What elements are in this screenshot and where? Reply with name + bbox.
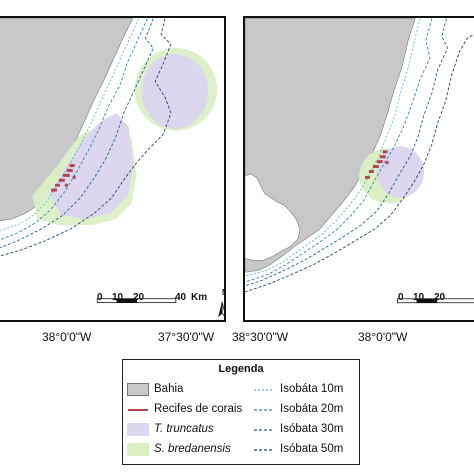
t-truncatus-area-2: [49, 112, 134, 220]
scale-label-10: 10: [413, 292, 425, 303]
map-left-svg: [0, 18, 224, 318]
map-panel-left[interactable]: 0 10 20 40 Km N: [0, 16, 226, 322]
scale-bar-right: [397, 298, 474, 304]
longitude-label-left-1: 38°0'0"W: [42, 330, 92, 344]
land-swatch-icon: [127, 382, 149, 396]
isobath-50m: [245, 33, 474, 293]
isobath-30m: [245, 18, 449, 287]
coral-reefs: [51, 164, 76, 192]
isobath-20m: [0, 18, 148, 241]
legend-item-s-bredanensis: S. bredanensis: [127, 441, 231, 457]
t-truncatus-swatch-icon: [127, 422, 149, 436]
isobath-30m: [0, 18, 154, 249]
t-truncatus-area-1: [141, 54, 209, 129]
legend-label: Isobáta 10m: [280, 383, 344, 395]
scale-bar-left: [96, 298, 177, 304]
legend-item-isobath-30m: Isóbata 30m: [253, 421, 343, 437]
legend-title: Legenda: [218, 363, 264, 375]
legend-item-reefs: Recifes de corais: [127, 401, 242, 417]
map-panel-right[interactable]: 0 10 20: [243, 16, 474, 322]
legend-item-isobath-50m: Isóbata 50m: [253, 441, 343, 457]
legend-label: S. bredanensis: [154, 443, 231, 455]
isobath-50m-line-icon: [253, 443, 275, 456]
s-bredanensis-swatch-icon: [127, 442, 149, 456]
scale-label-20: 20: [434, 292, 446, 303]
scale-label-40: 40: [175, 292, 187, 303]
bay-inlet: [245, 173, 301, 261]
scale-label-0: 0: [97, 292, 103, 303]
longitude-label-mid: 38°30'0"W: [232, 330, 289, 344]
scale-label-0: 0: [398, 292, 404, 303]
north-label: N: [222, 288, 224, 297]
longitude-label-right-1: 38°0'0"W: [358, 330, 408, 344]
legend-item-isobath-10m: Isobáta 10m: [253, 381, 343, 397]
legend-item-bahia: Bahia: [127, 381, 183, 397]
isobath-20m-line-icon: [253, 403, 275, 416]
isobath-10m: [0, 18, 139, 231]
legend-item-t-truncatus: T. truncatus: [127, 421, 214, 437]
scale-label-20: 20: [133, 292, 145, 303]
isobath-10m-line-icon: [253, 383, 275, 396]
north-arrow-icon: [218, 301, 224, 318]
legend-label: Isobáta 20m: [280, 403, 344, 415]
map-right-svg: [245, 18, 474, 304]
isobath-30m-line-icon: [253, 423, 275, 436]
isobath-20m: [245, 18, 433, 283]
scale-label-10: 10: [112, 292, 124, 303]
isobath-10m: [245, 18, 421, 277]
legend-label: Isóbata 50m: [280, 443, 344, 455]
coral-reefs: [364, 150, 389, 179]
legend-item-isobath-20m: Isobáta 20m: [253, 401, 343, 417]
scale-label-km: Km: [191, 292, 208, 303]
legend-label: Recifes de corais: [154, 403, 243, 415]
longitude-label-left-2: 37°30'0"W: [158, 330, 215, 344]
legend-label: Bahia: [154, 383, 184, 395]
map-legend: Legenda Bahia Recifes de corais T. trunc…: [122, 359, 360, 465]
legend-label: T. truncatus: [154, 423, 214, 435]
reef-line-icon: [127, 403, 149, 416]
isobath-50m: [0, 18, 172, 257]
legend-label: Isóbata 30m: [280, 423, 344, 435]
